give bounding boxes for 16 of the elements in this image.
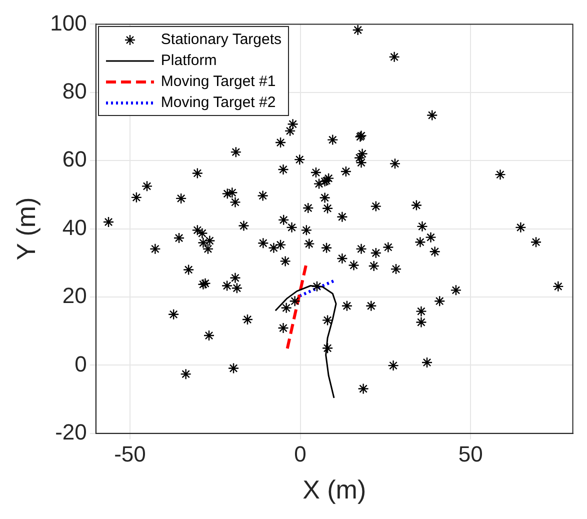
y-tick-label: 60	[62, 146, 87, 172]
legend-label: Moving Target #2	[160, 93, 276, 114]
legend-label: Moving Target #1	[160, 72, 276, 92]
y-tick-label: 40	[62, 214, 87, 240]
y-tick-label: 20	[62, 283, 87, 308]
y-tick-label: 80	[62, 78, 87, 104]
x-tick-label: 50	[458, 442, 483, 467]
legend-label: Platform	[160, 51, 217, 72]
x-tick-label: 0	[294, 442, 306, 467]
legend-label: Stationary Targets	[160, 30, 282, 50]
y-tick-label: -20	[55, 419, 87, 444]
x-tick-label: -50	[114, 442, 146, 467]
x-axis-title: X (m)	[302, 474, 366, 505]
y-tick-label: 0	[74, 351, 87, 376]
y-tick-label: 100	[50, 10, 87, 36]
y-axis-title: Y (m)	[10, 197, 41, 260]
